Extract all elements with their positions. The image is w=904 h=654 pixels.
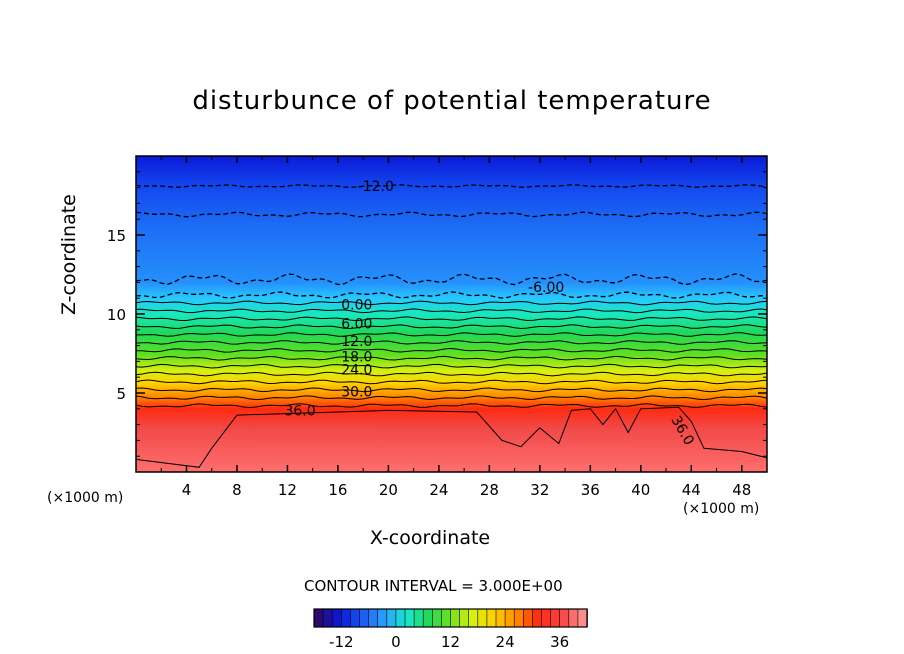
contour-line-negative (135, 211, 768, 218)
x-tick-label: 24 (429, 481, 448, 499)
contour-interval-label: CONTOUR INTERVAL = 3.000E+00 (304, 577, 563, 595)
y-tick-label: 10 (107, 306, 126, 324)
colorbar-swatch (431, 608, 443, 628)
colorbar-swatch (477, 608, 488, 628)
colorbar-swatch (504, 608, 516, 628)
colorbar-swatch (577, 608, 588, 628)
colorbar-swatch (541, 608, 552, 628)
contour-line (135, 355, 768, 361)
contour-line (135, 308, 768, 314)
colorbar-swatch (313, 608, 324, 628)
colorbar-swatch (395, 608, 406, 628)
contour-line (135, 371, 768, 377)
colorbar-swatch (513, 608, 525, 628)
x-tick-label: 8 (232, 481, 242, 499)
colorbar-swatch (404, 608, 415, 628)
x-tick-label: 16 (328, 481, 347, 499)
contour-line (135, 387, 768, 393)
contour-line (136, 347, 768, 353)
x-axis-label: X-coordinate (369, 527, 491, 549)
contour-line-negative (135, 184, 768, 188)
contour-label: -12.0 (358, 179, 394, 195)
colorbar-swatch (468, 608, 479, 628)
contour-label: 6.00 (341, 316, 372, 332)
x-tick-label: 28 (480, 481, 499, 499)
colorbar-swatch (377, 608, 388, 628)
y-tick-label: 5 (116, 385, 126, 403)
y-tick-label: 15 (107, 227, 126, 245)
contour-line-negative (135, 291, 768, 299)
contour-label: 24.0 (341, 362, 372, 378)
colorbar-tick-label: 36 (550, 633, 569, 651)
colorbar-swatch (522, 608, 534, 628)
contour-line-negative (135, 273, 768, 286)
colorbar-swatch (413, 608, 425, 628)
contour-line (135, 403, 768, 409)
x-axis-unit-left: (×1000 m) (47, 490, 124, 506)
colorbar: -12 0 12 24 36 (313, 608, 588, 651)
colorbar-swatch (459, 608, 470, 628)
colorbar-swatch (422, 608, 434, 628)
x-axis-unit-right: (×1000 m) (683, 501, 760, 517)
contour-line (135, 324, 768, 330)
colorbar-swatch (441, 608, 452, 628)
x-tick-label: 48 (732, 481, 751, 499)
x-tick-label: 44 (682, 481, 701, 499)
plot-area: -12.0 -6.00 0.00 6.00 12.018.024.0 30.0 36.0 36… (107, 155, 768, 499)
x-tick-label: 32 (530, 481, 549, 499)
colorbar-swatch (386, 608, 397, 628)
colorbar-tick-label: 12 (441, 633, 460, 651)
x-tick-label: 12 (278, 481, 297, 499)
chart-title: disturbunce of potential temperature (192, 86, 712, 116)
colorbar-swatch (340, 608, 352, 628)
contour-line (135, 363, 768, 369)
x-tick-label: 36 (581, 481, 600, 499)
contour-line (135, 395, 768, 401)
colorbar-swatch (368, 608, 379, 628)
colorbar-swatch (532, 608, 543, 628)
colorbar-swatch (568, 608, 579, 628)
contour-line (135, 316, 768, 322)
contour-label: 30.0 (341, 384, 372, 400)
contour-line-36 (135, 406, 768, 468)
colorbar-tick-label: 24 (496, 633, 515, 651)
colorbar-swatch (450, 608, 461, 628)
contour-label: 36.0 (284, 403, 315, 419)
contour-fill (136, 156, 767, 472)
x-tick-label: 20 (379, 481, 398, 499)
contour-line (135, 379, 768, 385)
contour-line (135, 300, 768, 306)
colorbar-swatch (322, 608, 334, 628)
colorbar-swatch (550, 608, 561, 628)
contour-label: 0.00 (341, 298, 372, 314)
colorbar-swatch (559, 608, 570, 628)
contour-label: -6.00 (528, 280, 564, 296)
colorbar-swatch (495, 608, 506, 628)
colorbar-frame (313, 608, 588, 628)
colorbar-swatch (359, 608, 370, 628)
colorbar-tick-label: 0 (391, 633, 401, 651)
colorbar-swatch (350, 608, 361, 628)
colorbar-tick-label: -12 (329, 633, 354, 651)
colorbar-swatch (486, 608, 497, 628)
contour-label: 12.0 (341, 334, 372, 350)
contour-line (135, 340, 768, 345)
x-tick-label: 4 (182, 481, 192, 499)
contour-label: 18.0 (341, 350, 372, 366)
colorbar-swatch (331, 608, 343, 628)
contour-line (136, 332, 768, 337)
x-tick-label: 40 (631, 481, 650, 499)
